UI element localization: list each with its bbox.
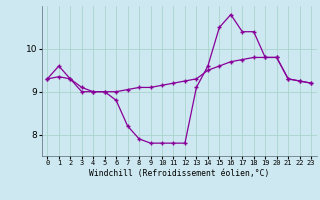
X-axis label: Windchill (Refroidissement éolien,°C): Windchill (Refroidissement éolien,°C) (89, 169, 269, 178)
